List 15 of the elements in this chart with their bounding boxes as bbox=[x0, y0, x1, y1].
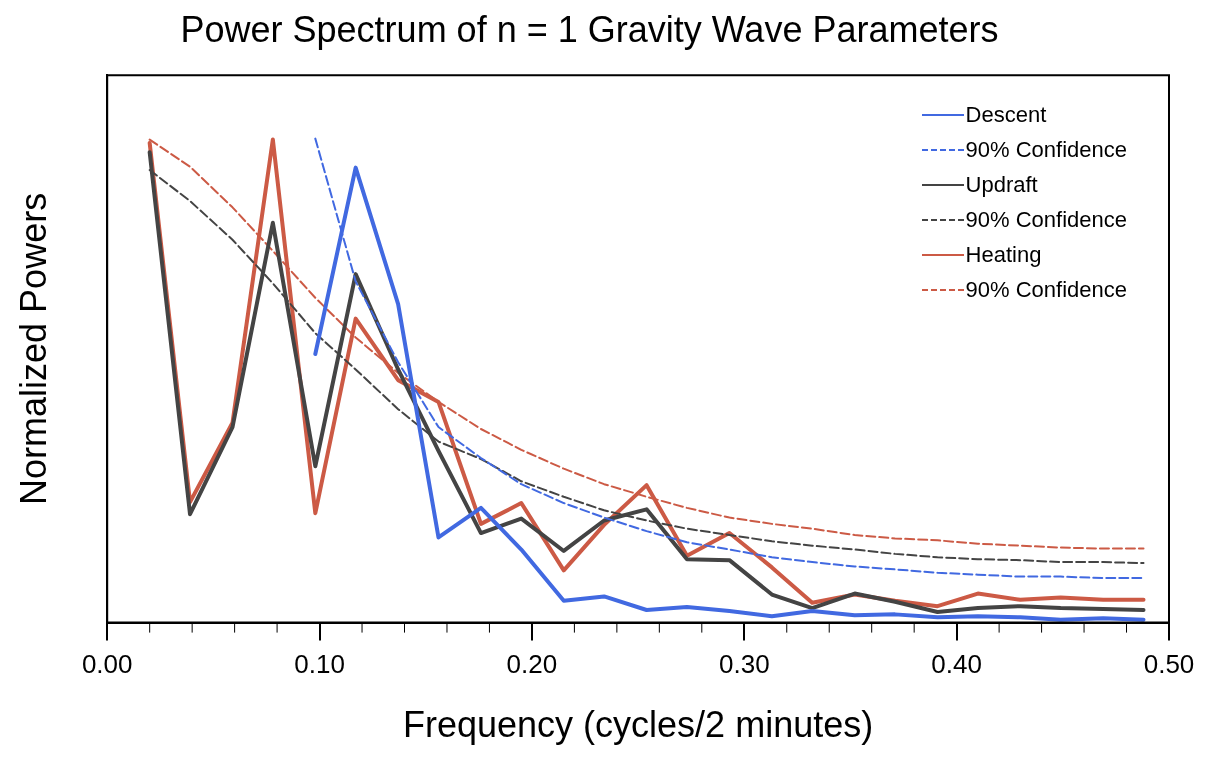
x-tick-label: 0.30 bbox=[718, 649, 770, 680]
legend-label: Descent bbox=[965, 101, 1047, 129]
x-tick-label: 0.20 bbox=[506, 649, 558, 680]
legend-label: 90% Confidence bbox=[965, 206, 1127, 234]
x-axis-title: Frequency (cycles/2 minutes) bbox=[403, 704, 874, 746]
x-tick-label: 0.50 bbox=[1143, 649, 1195, 680]
x-tick-label: 0.00 bbox=[81, 649, 133, 680]
x-tick-label: 0.40 bbox=[931, 649, 982, 680]
legend-label: Heating bbox=[965, 241, 1042, 269]
x-tick-label: 0.10 bbox=[294, 649, 345, 680]
y-axis-title: Normalized Powers bbox=[12, 192, 54, 505]
legend-label: 90% Confidence bbox=[965, 136, 1127, 164]
legend-label: Updraft bbox=[965, 171, 1038, 199]
legend-label: 90% Confidence bbox=[965, 276, 1127, 304]
chart-title: Power Spectrum of n = 1 Gravity Wave Parameters bbox=[180, 8, 999, 50]
